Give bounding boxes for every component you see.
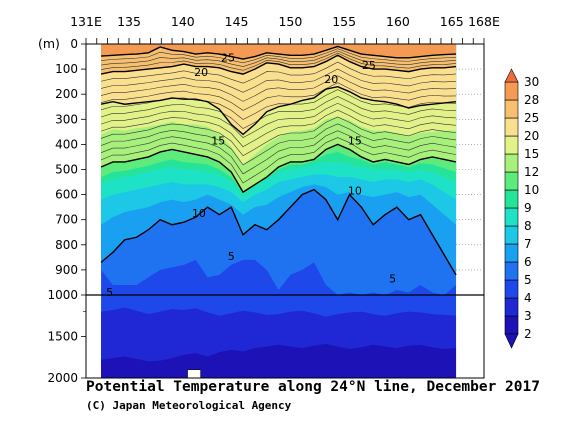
thin-isoline [100,130,457,175]
contour-label: 20 [194,66,208,79]
x-tick-label: 168E [468,14,500,29]
colorbar-bottom-arrow [504,333,519,349]
chart-title: Potential Temperature along 24°N line, D… [86,379,540,395]
colorbar-label: 7 [524,237,532,251]
colorbar-segment [504,99,519,119]
colorbar-segment [504,261,519,281]
chart-credit: (C) Japan Meteorological Agency [86,399,292,412]
thin-isoline [100,68,457,93]
colorbar-segment [504,243,519,263]
colorbar-segment [504,315,519,335]
colorbar-label: 4 [524,291,532,305]
x-tick-label: 131E [70,14,102,29]
colorbar-segment [504,153,519,173]
y-tick-label: 100 [55,62,78,76]
contour-label: 25 [362,59,376,72]
thin-isoline [100,137,457,184]
colorbar-segment [504,207,519,227]
colorbar-label: 28 [524,93,539,107]
colorbar-segment [504,225,519,245]
plot-frame [85,43,485,379]
thin-isoline [100,109,457,148]
y-tick-label: 400 [55,137,78,151]
x-tick-label: 160 [386,14,410,29]
x-tick-label: 145 [225,14,249,29]
contour-label: 5 [228,250,235,263]
y-tick-label: 300 [55,112,78,126]
temperature-band-11 [101,44,457,60]
isotherm-15 [100,85,457,136]
contour-label: 5 [389,272,396,285]
missing-data-gap [187,369,201,379]
colorbar-label: 8 [524,219,532,233]
colorbar-label: 30 [524,75,539,89]
y-tick-label: 800 [55,238,78,252]
colorbar-segment [504,297,519,317]
y-unit-label: (m) [38,36,60,51]
thin-isoline [100,61,457,84]
y-tick-label: 1500 [47,330,78,344]
thin-isoline [100,116,457,157]
thin-isoline [100,75,457,102]
colorbar-segment [504,189,519,209]
colorbar-segment [504,81,519,101]
x-tick-label: 140 [171,14,195,29]
colorbar-segment [504,279,519,299]
thin-isoline [100,96,457,129]
contour-label: 15 [211,134,225,147]
y-tick-label: 500 [55,163,78,177]
isotherm-20 [100,54,457,75]
colorbar-label: 9 [524,201,532,215]
y-tick-label: 600 [55,188,78,202]
y-tick-label: 700 [55,213,78,227]
contour-label: 25 [221,52,235,65]
colorbar-label: 12 [524,165,539,179]
x-tick-label: 155 [332,14,356,29]
colorbar-label: 20 [524,129,539,143]
colorbar-segment [504,171,519,191]
contour-label: 15 [348,134,362,147]
thin-isoline [100,82,457,111]
isotherm-5 [100,188,457,276]
y-tick-label: 0 [70,37,78,51]
y-tick-label: 2000 [47,371,78,385]
contour-label: 10 [192,207,206,220]
y-tick-label: 900 [55,263,78,277]
colorbar-label: 2 [524,327,532,341]
colorbar-label: 10 [524,183,539,197]
thin-isoline [100,123,457,166]
x-tick-label: 165 [440,14,464,29]
colorbar-top-arrow [504,68,519,83]
colorbar-label: 6 [524,255,532,269]
colorbar-label: 5 [524,273,532,287]
colorbar-label: 25 [524,111,539,125]
x-tick-label: 135 [117,14,141,29]
isotherm-25 [101,45,457,60]
colorbar-segment [504,117,519,137]
contour-label: 5 [106,286,113,299]
x-tick-label: 150 [278,14,302,29]
colorbar-label: 15 [524,147,539,161]
contour-label: 10 [348,185,362,198]
thin-isoline [101,48,457,64]
thin-isoline [101,50,457,67]
y-tick-label: 1000 [47,288,78,302]
colorbar-label: 3 [524,309,532,323]
contour-label: 20 [324,73,338,86]
y-tick-label: 200 [55,87,78,101]
colorbar-segment [504,135,519,155]
thin-isoline [100,102,457,139]
isotherm-10 [100,143,457,194]
thin-isoline [101,52,457,71]
